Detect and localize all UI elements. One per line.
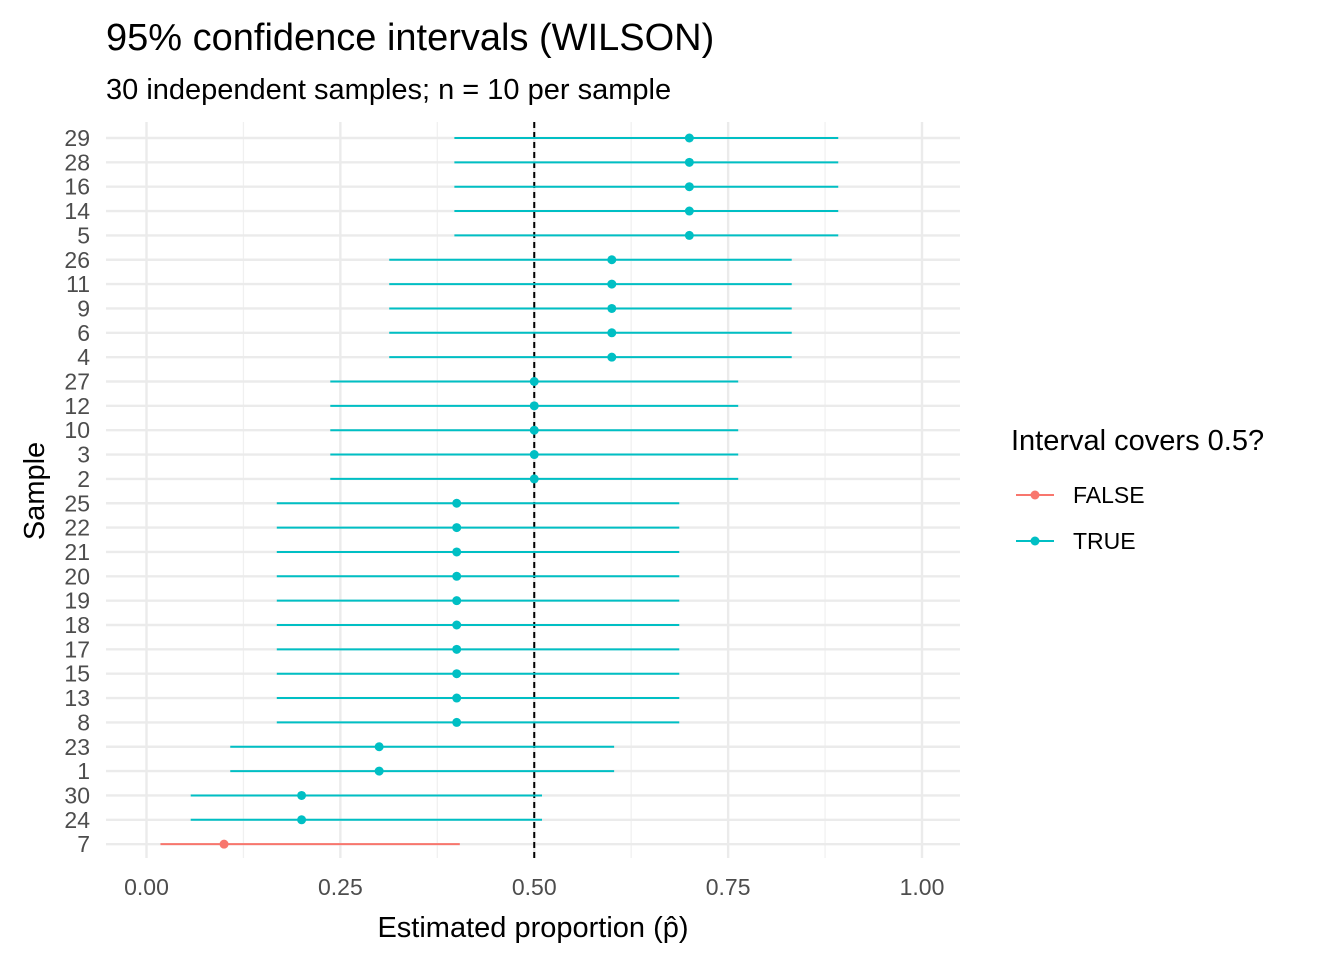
y-tick-label: 15: [64, 661, 90, 687]
y-tick-labels: 7243012381315171819202122252310122746911…: [64, 125, 90, 857]
estimate-point-sample-26: [607, 255, 617, 265]
estimate-point-sample-29: [684, 133, 694, 143]
y-tick-label: 1: [77, 758, 90, 784]
y-tick-label: 25: [64, 490, 90, 516]
estimate-point-sample-15: [452, 669, 462, 679]
x-tick-label: 0.25: [318, 874, 363, 900]
legend-label-false: FALSE: [1073, 482, 1145, 508]
legend-title: Interval covers 0.5?: [1011, 425, 1264, 457]
estimate-point-sample-27: [529, 377, 539, 386]
estimate-point-sample-25: [452, 498, 462, 508]
estimate-point-sample-20: [452, 571, 462, 581]
estimate-point-sample-30: [297, 790, 307, 800]
estimate-point-sample-7: [219, 839, 229, 849]
y-tick-label: 12: [64, 393, 90, 419]
estimate-point-sample-21: [452, 547, 462, 557]
y-tick-label: 6: [77, 320, 90, 346]
y-tick-label: 14: [64, 198, 90, 224]
chart-title: 95% confidence intervals (WILSON): [106, 17, 714, 59]
y-tick-label: 22: [64, 515, 90, 541]
estimate-point-sample-1: [374, 766, 384, 776]
estimate-point-sample-6: [607, 328, 617, 338]
y-tick-label: 17: [64, 636, 90, 662]
x-tick-label: 0.75: [706, 874, 751, 900]
x-tick-labels: 0.00 0.25 0.50 0.75 1.00: [124, 874, 944, 900]
estimate-point-sample-24: [297, 815, 307, 825]
y-tick-label: 30: [64, 782, 90, 808]
estimate-point-sample-11: [607, 279, 617, 289]
estimate-point-sample-2: [529, 474, 539, 484]
y-tick-label: 23: [64, 734, 90, 760]
interval-marks: [160, 133, 839, 849]
y-tick-label: 10: [64, 417, 90, 443]
y-tick-label: 28: [64, 149, 90, 175]
legend: Interval covers 0.5? FALSE TRUE: [1011, 425, 1264, 554]
y-tick-label: 13: [64, 685, 90, 711]
y-tick-label: 8: [77, 709, 90, 735]
y-tick-label: 18: [64, 612, 90, 638]
y-tick-label: 21: [64, 539, 90, 565]
y-tick-label: 9: [77, 295, 90, 321]
x-axis-title: Estimated proportion (p̂): [377, 912, 688, 944]
y-tick-label: 19: [64, 588, 90, 614]
estimate-point-sample-23: [374, 742, 384, 752]
y-tick-label: 11: [66, 271, 90, 297]
x-tick-label: 0.50: [512, 874, 557, 900]
estimate-point-sample-19: [452, 596, 462, 606]
estimate-point-sample-18: [452, 620, 462, 630]
y-tick-label: 20: [64, 563, 90, 589]
estimate-point-sample-8: [452, 717, 462, 727]
y-tick-label: 16: [64, 174, 90, 200]
x-tick-label: 1.00: [900, 874, 945, 900]
y-tick-label: 24: [64, 807, 90, 833]
estimate-point-sample-5: [684, 230, 694, 240]
legend-entries: FALSE TRUE: [1016, 482, 1145, 554]
estimate-point-sample-22: [452, 523, 462, 533]
y-tick-label: 2: [77, 466, 90, 492]
estimate-point-sample-17: [452, 644, 462, 654]
legend-key-point-false: [1030, 490, 1040, 500]
estimate-point-sample-14: [684, 206, 694, 216]
y-tick-label: 26: [64, 247, 90, 273]
chart-subtitle: 30 independent samples; n = 10 per sampl…: [106, 74, 671, 106]
estimate-point-sample-16: [684, 182, 694, 192]
legend-key-point-true: [1030, 536, 1040, 546]
estimate-point-sample-4: [607, 352, 617, 362]
y-tick-label: 7: [77, 831, 90, 857]
legend-label-true: TRUE: [1073, 528, 1136, 554]
estimate-point-sample-10: [529, 425, 539, 435]
estimate-point-sample-13: [452, 693, 462, 703]
x-tick-label: 0.00: [124, 874, 169, 900]
y-tick-label: 29: [64, 125, 90, 151]
y-axis-title: Sample: [19, 442, 51, 540]
y-tick-label: 4: [77, 344, 90, 370]
estimate-point-sample-28: [684, 157, 694, 167]
estimate-point-sample-9: [607, 303, 617, 313]
y-tick-label: 3: [77, 442, 90, 468]
y-tick-label: 27: [64, 369, 90, 395]
estimate-point-sample-3: [529, 450, 539, 460]
estimate-point-sample-12: [529, 401, 539, 411]
y-tick-label: 5: [77, 222, 90, 248]
